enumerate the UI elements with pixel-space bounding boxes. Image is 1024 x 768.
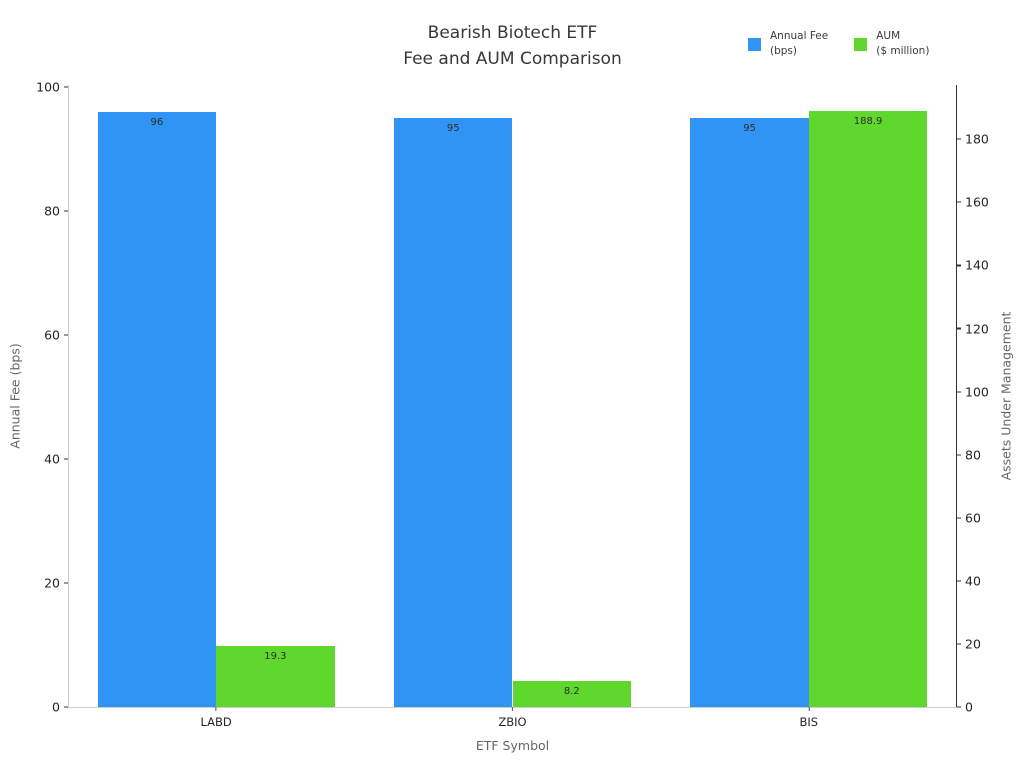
tick-mark xyxy=(64,86,68,88)
legend: Annual Fee (bps) AUM ($ million) xyxy=(748,29,929,59)
tick-label: 40 xyxy=(44,451,60,467)
tick-mark xyxy=(64,210,68,212)
tick-label: 20 xyxy=(965,636,981,652)
legend-swatch-aum-icon xyxy=(854,37,868,51)
tick-mark xyxy=(64,458,68,460)
tick-label: 160 xyxy=(965,194,989,210)
y-axis-label-right: Assets Under Management xyxy=(998,311,1014,481)
tick-label: 100 xyxy=(965,384,989,400)
x-tick-BIS: BIS xyxy=(799,707,819,729)
bar-aum-ZBIO: 8.2 xyxy=(512,681,632,707)
x-axis-label: ETF Symbol xyxy=(475,738,550,753)
tick-mark xyxy=(957,454,961,456)
legend-swatch-annual-fee-icon xyxy=(748,37,761,51)
tick-mark xyxy=(64,706,68,708)
tick-label: 100 xyxy=(36,79,60,95)
tick-mark xyxy=(957,706,961,708)
y-tick-right-160: 160 xyxy=(957,195,989,210)
tick-mark xyxy=(64,334,68,336)
legend-label-aum-line2: ($ million) xyxy=(876,45,930,57)
chart-title: Bearish Biotech ETF Fee and AUM Comparis… xyxy=(68,20,957,72)
legend-label-aum: AUM ($ million) xyxy=(876,29,929,59)
chart-title-line1: Bearish Biotech ETF xyxy=(427,23,598,43)
tick-mark xyxy=(957,138,961,140)
y-tick-left-80: 80 xyxy=(44,203,68,218)
tick-label: 180 xyxy=(965,131,989,147)
tick-mark xyxy=(957,327,961,330)
tick-label: 40 xyxy=(965,573,981,589)
bar-annual-fee-ZBIO: 95 xyxy=(393,117,513,707)
chart-title-line2: Fee and AUM Comparison xyxy=(403,49,622,69)
tick-label: 80 xyxy=(44,203,60,219)
bar-value-label-aum-LABD: 19.3 xyxy=(264,651,287,663)
bar-value-label-aum-BIS: 188.9 xyxy=(853,116,883,128)
legend-label-annual-fee: Annual Fee (bps) xyxy=(770,29,828,59)
y-axis-label-left: Annual Fee (bps) xyxy=(7,343,23,449)
x-tick-ZBIO: ZBIO xyxy=(498,707,527,729)
left-spine xyxy=(68,85,69,707)
tick-label: 0 xyxy=(52,699,60,715)
tick-label: 140 xyxy=(965,257,989,273)
tick-mark xyxy=(64,582,68,584)
legend-label-annual-fee-line1: Annual Fee xyxy=(770,30,829,42)
y-tick-right-140: 140 xyxy=(957,258,989,273)
x-tick-LABD: LABD xyxy=(201,707,232,729)
y-tick-right-120: 120 xyxy=(957,321,989,336)
tick-label: 120 xyxy=(965,321,989,337)
y-tick-right-180: 180 xyxy=(957,132,989,147)
bar-aum-LABD: 19.3 xyxy=(216,646,335,707)
legend-label-aum-line1: AUM xyxy=(876,30,901,42)
x-tick-label-LABD: LABD xyxy=(200,715,232,729)
y-tick-right-20: 20 xyxy=(957,636,981,651)
bar-value-label-aum-ZBIO: 8.2 xyxy=(563,686,580,698)
bar-value-label-annual-fee-BIS: 95 xyxy=(743,122,756,134)
bar-value-label-annual-fee-LABD: 96 xyxy=(150,116,164,128)
bar-annual-fee-BIS: 95 xyxy=(690,117,809,707)
legend-entry-aum: AUM ($ million) xyxy=(854,29,929,59)
y-tick-left-100: 100 xyxy=(36,79,68,94)
y-tick-right-0: 0 xyxy=(957,700,973,715)
tick-label: 60 xyxy=(965,510,981,526)
y-tick-left-20: 20 xyxy=(44,575,68,590)
x-tick-label-ZBIO: ZBIO xyxy=(498,715,527,729)
tick-mark xyxy=(957,580,961,582)
tick-mark xyxy=(957,391,961,393)
tick-mark xyxy=(957,264,961,267)
tick-mark xyxy=(957,201,961,203)
tick-label: 0 xyxy=(965,699,973,715)
y-tick-left-40: 40 xyxy=(44,451,68,466)
tick-mark xyxy=(511,707,514,711)
y-tick-left-60: 60 xyxy=(44,327,68,342)
y-tick-right-100: 100 xyxy=(957,384,989,399)
right-spine xyxy=(956,85,957,707)
tick-mark xyxy=(957,517,961,519)
plot-area: 96 95 95 19.3 8.2 188.9 0 20 40 60 80 100 0 20 40 60 80 1… xyxy=(36,79,989,729)
tick-label: 20 xyxy=(44,575,60,591)
tick-mark xyxy=(808,707,810,711)
legend-entry-annual-fee: Annual Fee (bps) xyxy=(748,29,828,59)
legend-label-annual-fee-line2: (bps) xyxy=(770,45,797,57)
tick-label: 80 xyxy=(965,447,981,463)
bar-aum-BIS: 188.9 xyxy=(808,111,928,707)
bar-value-label-annual-fee-ZBIO: 95 xyxy=(446,122,460,134)
tick-mark xyxy=(215,707,217,711)
x-tick-label-BIS: BIS xyxy=(799,715,819,729)
tick-mark xyxy=(957,643,961,645)
y-tick-right-80: 80 xyxy=(957,447,981,462)
y-tick-right-60: 60 xyxy=(957,510,981,525)
y-tick-right-40: 40 xyxy=(957,573,981,588)
bar-annual-fee-LABD: 96 xyxy=(97,111,217,707)
tick-label: 60 xyxy=(44,327,60,343)
y-tick-left-0: 0 xyxy=(52,700,68,715)
